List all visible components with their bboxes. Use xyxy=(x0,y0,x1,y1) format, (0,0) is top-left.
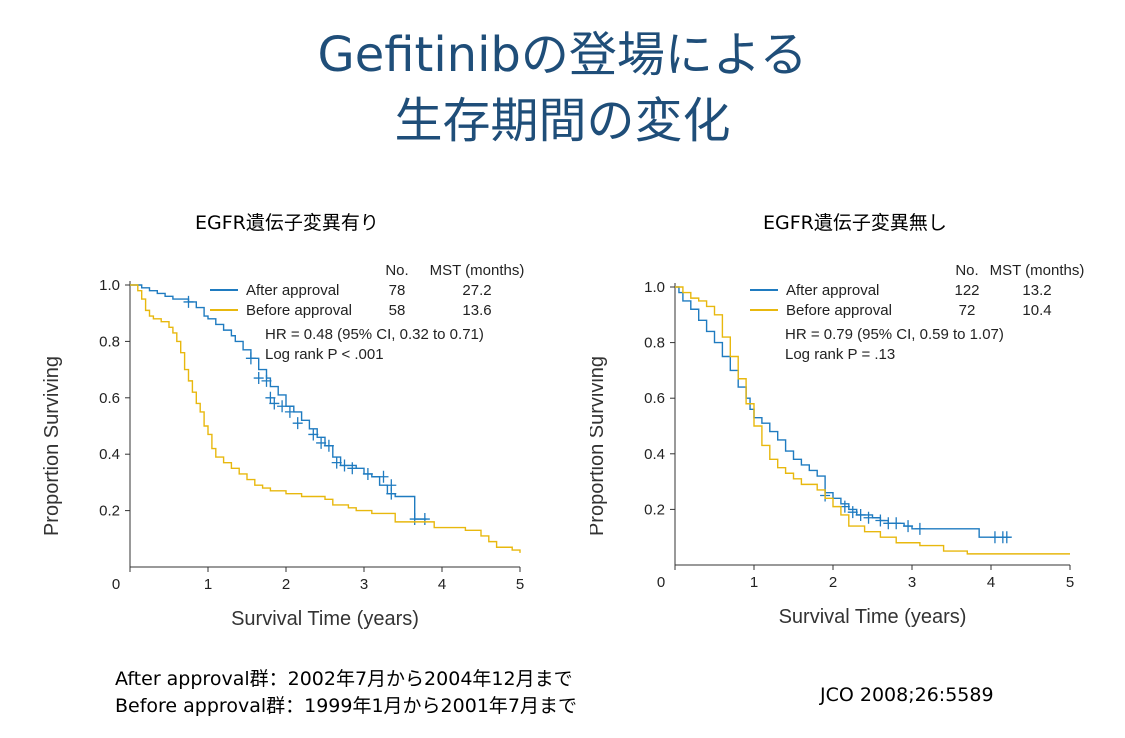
y-tick-label: 0.6 xyxy=(99,390,120,407)
x-tick-label: 0 xyxy=(112,576,120,593)
legend-series-name: After approval xyxy=(786,282,879,299)
panel-title-mutation-negative: EGFR遺伝子変異無し xyxy=(763,212,947,234)
after-approval-period: After approval群：2002年7月から2004年12月まで xyxy=(115,668,573,690)
censor-mark xyxy=(277,400,288,413)
y-tick-label: 0.8 xyxy=(99,333,120,350)
censor-mark xyxy=(269,397,280,410)
legend-series-no: 122 xyxy=(954,282,979,299)
hazard-ratio-text: HR = 0.79 (95% CI, 0.59 to 1.07) xyxy=(785,326,1004,343)
legend-series-mst: 13.6 xyxy=(462,302,491,319)
y-tick-label: 0.2 xyxy=(99,503,120,520)
hazard-ratio-text: HR = 0.48 (95% CI, 0.32 to 0.71) xyxy=(265,326,484,343)
x-tick-label: 5 xyxy=(1066,574,1074,591)
survival-curve-after xyxy=(675,286,1011,538)
legend-series-name: After approval xyxy=(246,282,339,299)
log-rank-text: Log rank P = .13 xyxy=(785,346,895,363)
censor-mark xyxy=(261,374,272,387)
y-tick-label: 0.4 xyxy=(99,446,120,463)
legend-series-mst: 27.2 xyxy=(462,282,491,299)
before-approval-period: Before approval群：1999年1月から2001年7月まで xyxy=(115,695,577,717)
x-tick-label: 4 xyxy=(987,574,995,591)
censor-mark xyxy=(183,295,194,308)
survival-curve-after xyxy=(130,284,427,520)
legend-header-mst: MST (months) xyxy=(990,262,1085,279)
censor-mark xyxy=(245,352,256,365)
censor-mark xyxy=(323,439,334,452)
legend-series-name: Before approval xyxy=(246,302,352,319)
legend-series-no: 58 xyxy=(389,302,406,319)
cohort-period-note: After approval群：2002年7月から2004年12月まで Befo… xyxy=(115,666,577,720)
censor-mark xyxy=(386,487,397,500)
x-tick-label: 1 xyxy=(204,576,212,593)
x-tick-label: 5 xyxy=(516,576,524,593)
censor-mark xyxy=(253,372,264,385)
y-tick-label: 1.0 xyxy=(644,279,665,296)
legend-header-no: No. xyxy=(955,262,978,279)
censor-mark xyxy=(903,520,914,533)
survival-curve-before xyxy=(675,286,1070,555)
legend-header-mst: MST (months) xyxy=(430,262,525,279)
x-tick-label: 1 xyxy=(750,574,758,591)
x-tick-label: 3 xyxy=(360,576,368,593)
x-tick-label: 2 xyxy=(282,576,290,593)
censor-mark xyxy=(847,506,858,519)
y-tick-label: 1.0 xyxy=(99,277,120,294)
legend-series-no: 72 xyxy=(959,302,976,319)
y-tick-label: 0.2 xyxy=(644,501,665,518)
y-tick-label: 0.6 xyxy=(644,390,665,407)
citation: JCO 2008;26:5589 xyxy=(820,684,994,706)
censor-mark xyxy=(362,467,373,480)
censor-mark xyxy=(855,508,866,521)
censor-mark xyxy=(316,436,327,449)
title-line-2: 生存期間の変化 xyxy=(394,93,731,149)
legend-series-mst: 10.4 xyxy=(1022,302,1051,319)
censor-mark xyxy=(409,513,420,526)
log-rank-text: Log rank P < .001 xyxy=(265,346,384,363)
panel-title-mutation-positive: EGFR遺伝子変異有り xyxy=(195,212,379,234)
km-chart-mutation-negative: 0 1 2 3 4 5 0.2 0.4 0.6 0.8 1.0 Survival Time (year… xyxy=(590,262,1085,628)
censor-mark xyxy=(347,462,358,475)
y-axis-title: Proportion Surviving xyxy=(590,356,608,536)
slide-title: Gefitinibの登場による 生存期間の変化 xyxy=(0,22,1125,154)
censor-mark xyxy=(331,456,342,469)
x-tick-label: 3 xyxy=(908,574,916,591)
legend-series-no: 78 xyxy=(389,282,406,299)
y-tick-label: 0.4 xyxy=(644,446,665,463)
x-tick-label: 2 xyxy=(829,574,837,591)
x-axis-title: Survival Time (years) xyxy=(779,606,967,628)
title-line-1: Gefitinibの登場による xyxy=(317,27,808,83)
legend-series-name: Before approval xyxy=(786,302,892,319)
x-axis-title: Survival Time (years) xyxy=(231,608,419,630)
censor-mark xyxy=(914,522,925,535)
censor-mark xyxy=(308,428,319,441)
censor-mark xyxy=(339,459,350,472)
censor-mark xyxy=(284,405,295,418)
x-tick-label: 0 xyxy=(657,574,665,591)
legend-header-no: No. xyxy=(385,262,408,279)
censor-mark xyxy=(863,511,874,524)
censor-mark xyxy=(419,513,430,526)
censor-mark xyxy=(1001,531,1012,544)
legend-series-mst: 13.2 xyxy=(1022,282,1051,299)
censor-mark xyxy=(378,470,389,483)
censor-mark xyxy=(292,417,303,430)
y-axis-title: Proportion Surviving xyxy=(41,356,63,536)
survival-curve-before xyxy=(130,284,521,553)
km-chart-mutation-positive: 0 1 2 3 4 5 0.2 0.4 0.6 0.8 1.0 Survival Time (year… xyxy=(41,262,525,630)
censor-mark xyxy=(875,514,886,527)
censor-mark xyxy=(891,517,902,530)
x-tick-label: 4 xyxy=(438,576,446,593)
y-tick-label: 0.8 xyxy=(644,335,665,352)
